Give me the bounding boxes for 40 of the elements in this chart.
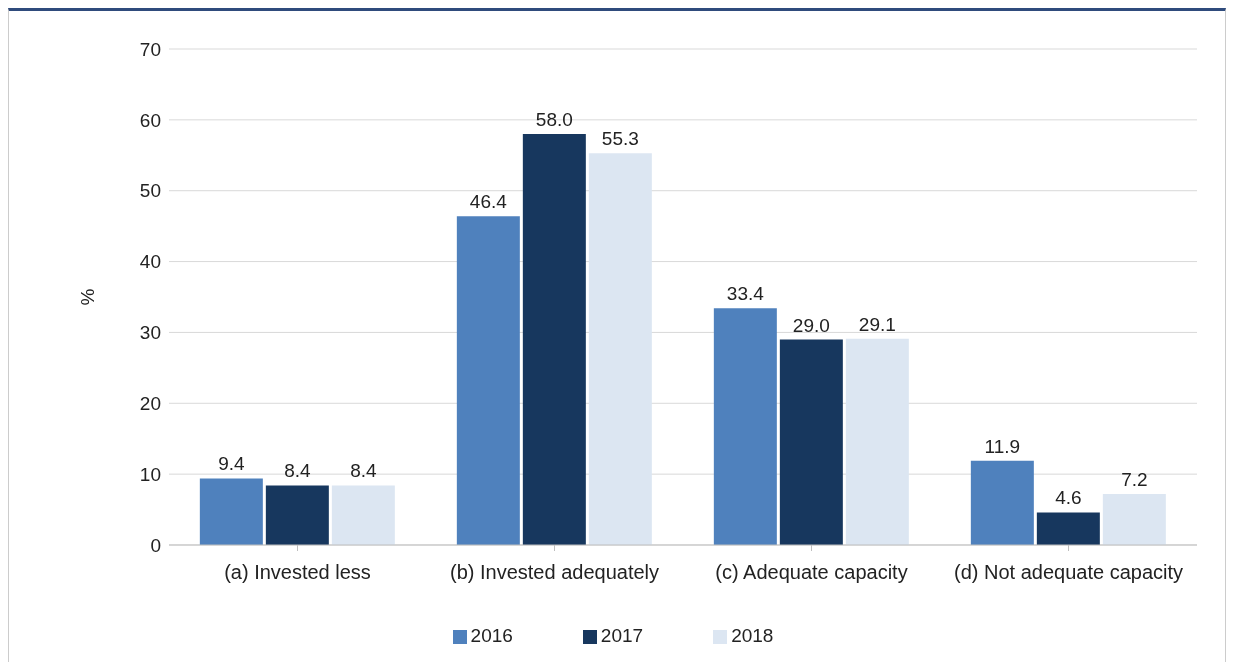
bar	[779, 339, 843, 545]
bar	[456, 216, 520, 545]
bar	[522, 134, 586, 545]
data-label: 55.3	[601, 128, 639, 150]
bar	[713, 308, 777, 545]
bar	[588, 153, 652, 545]
data-label: 58.0	[535, 109, 573, 131]
legend-label: 2017	[600, 625, 644, 646]
y-tick-label: 30	[139, 322, 161, 344]
bar	[1036, 512, 1100, 545]
y-tick-label: 60	[139, 109, 161, 131]
y-axis-title: %	[76, 288, 98, 306]
bar	[845, 338, 909, 545]
y-tick-label: 20	[139, 393, 161, 415]
x-tick-label: (b) Invested adequately	[449, 561, 660, 584]
y-tick-label: 10	[139, 463, 161, 485]
data-label: 29.1	[858, 313, 896, 335]
y-tick-label: 50	[139, 180, 161, 202]
y-tick-label: 40	[139, 251, 161, 273]
bar	[970, 460, 1034, 545]
y-tick-label: 0	[150, 534, 161, 556]
data-label: 8.4	[284, 460, 311, 482]
legend-label: 2016	[470, 625, 513, 646]
bar	[265, 485, 329, 545]
data-label: 33.4	[726, 283, 765, 305]
data-label: 7.2	[1121, 468, 1148, 490]
data-label: 29.0	[792, 314, 830, 336]
bar	[1102, 493, 1166, 545]
x-tick-label: (a) Invested less	[224, 561, 371, 584]
bar	[199, 478, 263, 545]
legend-label: 2018	[731, 625, 774, 646]
data-label: 9.4	[218, 453, 245, 475]
data-label: 11.9	[984, 435, 1021, 457]
x-tick-label: (d) Not adequate capacity	[953, 561, 1184, 584]
data-label: 46.4	[469, 191, 508, 213]
data-label: 4.6	[1055, 487, 1082, 509]
data-label: 8.4	[350, 460, 377, 482]
bar	[331, 485, 395, 545]
x-tick-label: (c) Adequate capacity	[715, 561, 908, 584]
y-tick-label: 70	[139, 38, 161, 60]
